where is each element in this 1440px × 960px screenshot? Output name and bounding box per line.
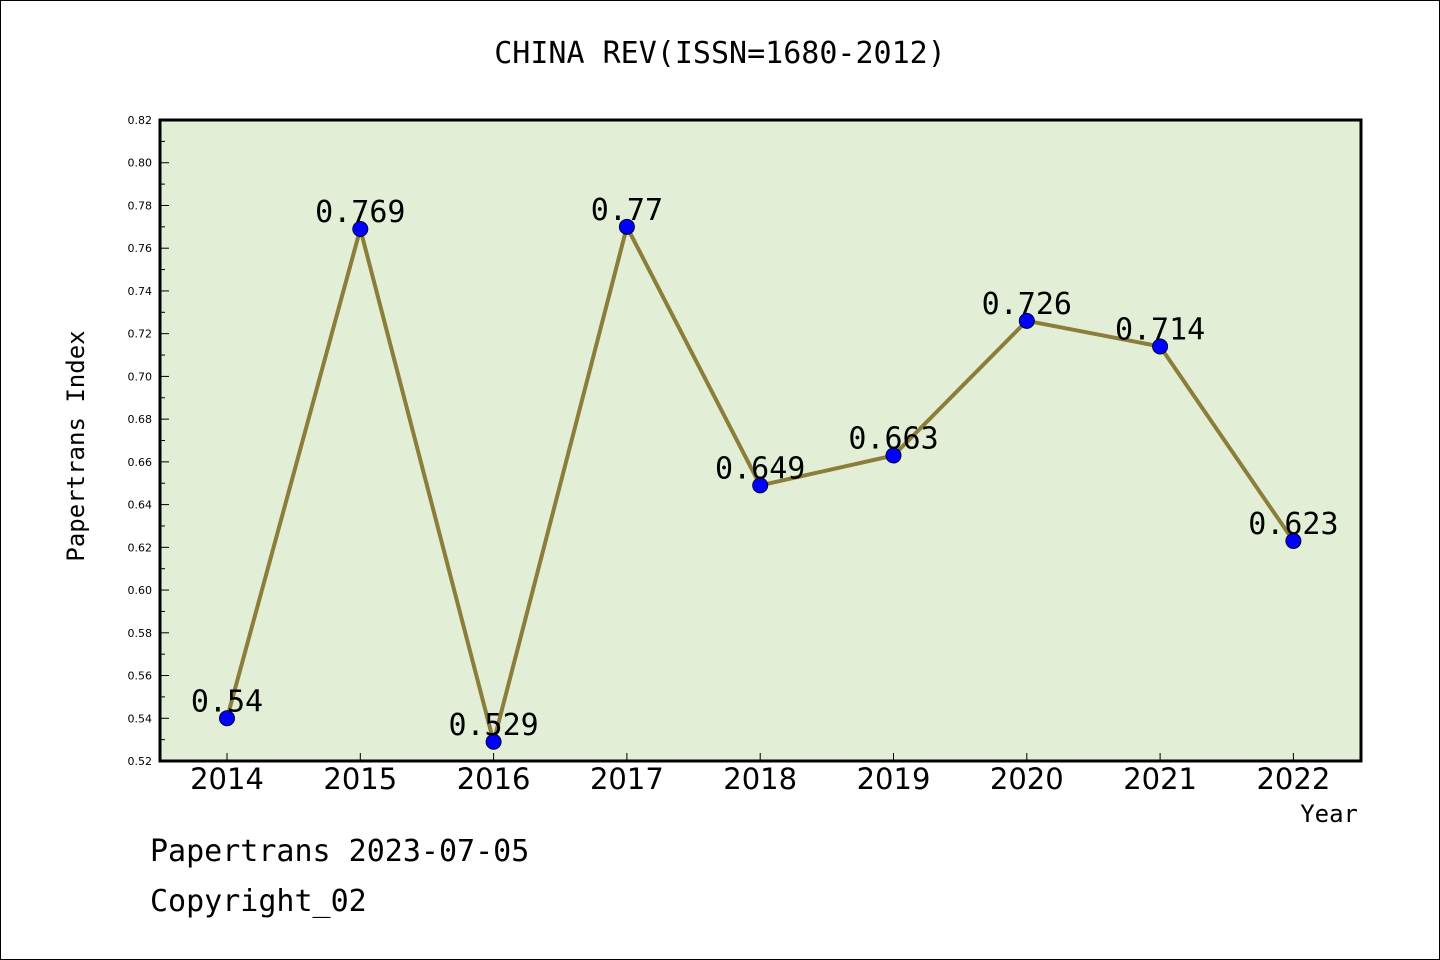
- y-tick-label: 0.56: [128, 670, 153, 683]
- y-axis-label: Papertrans Index: [62, 330, 90, 562]
- data-label: 0.769: [315, 195, 405, 230]
- data-label: 0.663: [848, 421, 938, 456]
- x-tick-label: 2016: [457, 762, 531, 796]
- x-tick-label: 2018: [723, 762, 797, 796]
- data-point: [352, 220, 369, 237]
- data-label: 0.726: [982, 287, 1072, 322]
- y-tick-label: 0.74: [128, 285, 153, 298]
- x-axis-label: Year: [1300, 800, 1358, 828]
- data-point: [1018, 312, 1035, 329]
- y-tick-label: 0.78: [128, 199, 153, 212]
- data-point: [485, 733, 502, 750]
- x-tick-label: 2022: [1256, 762, 1330, 796]
- y-tick-label: 0.72: [128, 328, 153, 341]
- chart-title: CHINA REV(ISSN=1680-2012): [494, 36, 946, 71]
- data-point: [219, 710, 235, 727]
- y-tick-label: 0.80: [128, 157, 153, 170]
- data-point: [1285, 532, 1302, 549]
- data-label: 0.623: [1248, 507, 1338, 542]
- data-label: 0.54: [191, 684, 263, 719]
- x-tick-label: 2019: [857, 762, 931, 796]
- data-label: 0.529: [448, 708, 538, 743]
- data-point: [618, 218, 635, 235]
- y-tick-label: 0.66: [128, 456, 153, 469]
- x-tick-label: 2015: [323, 762, 397, 796]
- data-label: 0.77: [591, 193, 663, 228]
- x-tick-label: 2017: [590, 762, 664, 796]
- y-tick-label: 0.68: [128, 413, 153, 426]
- y-tick-label: 0.60: [128, 584, 153, 597]
- y-tick-label: 0.52: [128, 755, 153, 768]
- y-tick-label: 0.54: [128, 712, 153, 725]
- x-tick-label: 2020: [990, 762, 1064, 796]
- y-tick-label: 0.82: [128, 114, 153, 127]
- y-tick-label: 0.58: [128, 627, 153, 640]
- x-tick-label: 2014: [190, 762, 264, 796]
- y-tick-label: 0.62: [128, 541, 153, 554]
- footer-date: Papertrans 2023-07-05: [150, 834, 530, 869]
- y-tick-label: 0.64: [128, 499, 153, 512]
- y-tick-label: 0.76: [128, 242, 153, 255]
- footer-copyright: Copyright_02: [150, 884, 367, 919]
- data-label: 0.649: [715, 451, 805, 486]
- y-tick-label: 0.70: [128, 370, 153, 383]
- data-point: [885, 447, 902, 464]
- data-point: [1152, 338, 1169, 355]
- data-label: 0.714: [1115, 312, 1205, 347]
- plot-frame: [158, 118, 1363, 763]
- data-point: [752, 477, 769, 494]
- x-tick-label: 2021: [1123, 762, 1197, 796]
